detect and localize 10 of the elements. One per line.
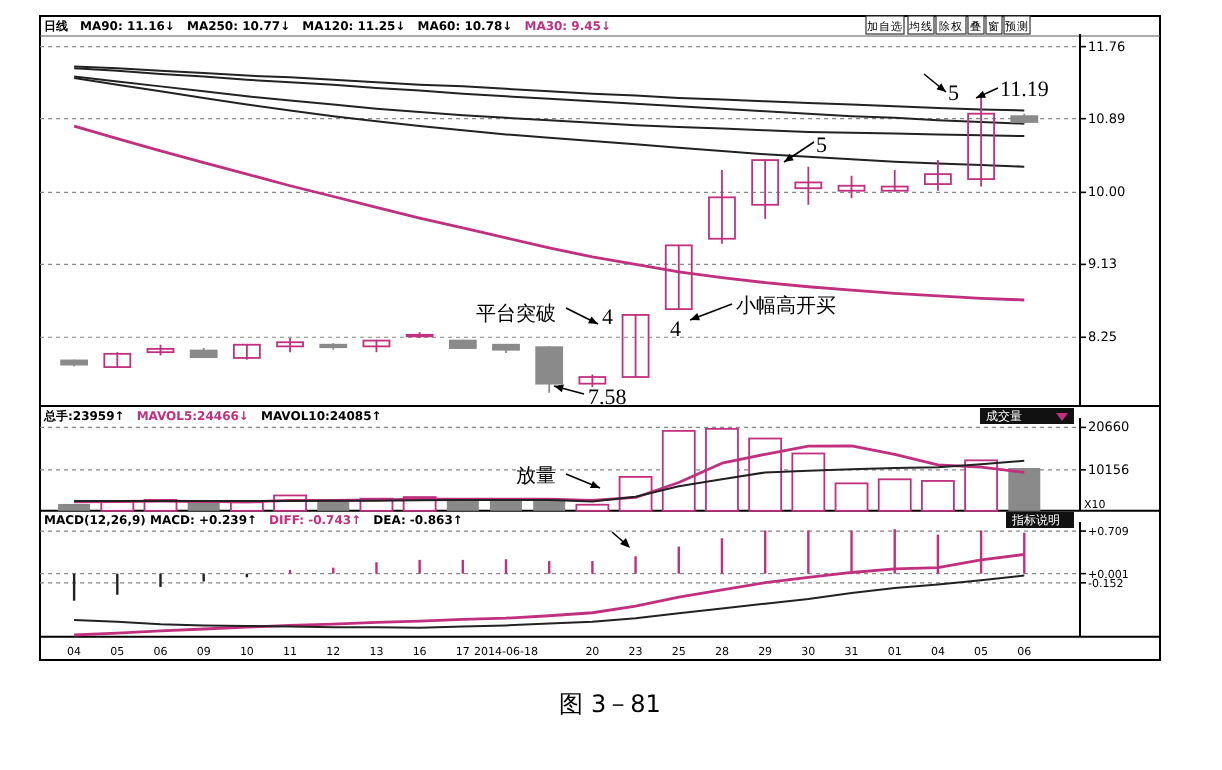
annotation: 7.58 (588, 386, 628, 410)
annotation: 放量 (516, 466, 556, 488)
caption: 图 3－81 (559, 690, 661, 718)
annotation: 5 (948, 82, 960, 106)
annotation: 4 (602, 306, 614, 330)
annotation: 平台突破 (476, 302, 556, 326)
annotation: 5 (816, 134, 828, 158)
annotation: 4 (670, 318, 682, 342)
annotation: 小幅高开买 (736, 294, 836, 318)
annotation: 11.19 (1000, 78, 1050, 102)
